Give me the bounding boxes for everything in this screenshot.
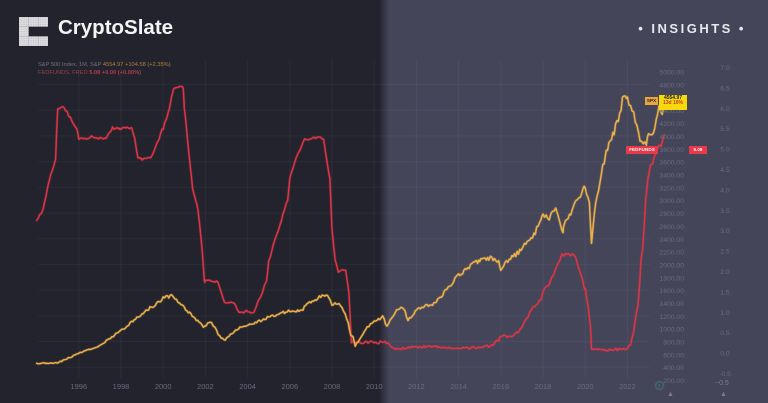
svg-text:1996: 1996: [70, 382, 87, 391]
svg-text:2200.00: 2200.00: [659, 250, 684, 257]
svg-text:7.0: 7.0: [720, 65, 730, 72]
svg-text:5.0: 5.0: [720, 147, 730, 154]
svg-text:800.00: 800.00: [663, 340, 684, 347]
svg-text:6.5: 6.5: [720, 85, 730, 92]
svg-text:3.5: 3.5: [720, 208, 730, 215]
svg-text:2012: 2012: [408, 382, 425, 391]
svg-text:1200.00: 1200.00: [659, 314, 684, 321]
svg-text:1000.00: 1000.00: [659, 327, 684, 334]
svg-text:1998: 1998: [113, 382, 130, 391]
svg-text:4200.00: 4200.00: [659, 121, 684, 128]
svg-text:2020: 2020: [577, 382, 594, 391]
svg-text:2014: 2014: [450, 382, 467, 391]
svg-text:2022: 2022: [619, 382, 636, 391]
svg-text:6.0: 6.0: [720, 106, 730, 113]
svg-text:2018: 2018: [535, 382, 552, 391]
svg-text:2400.00: 2400.00: [659, 237, 684, 244]
svg-text:1.5: 1.5: [720, 289, 730, 296]
svg-text:2006: 2006: [281, 382, 298, 391]
svg-text:1800.00: 1800.00: [659, 275, 684, 282]
svg-text:2010: 2010: [366, 382, 383, 391]
svg-text:1400.00: 1400.00: [659, 301, 684, 308]
svg-text:4000.00: 4000.00: [659, 134, 684, 141]
svg-text:2.0: 2.0: [720, 269, 730, 276]
svg-text:-0.5: -0.5: [719, 371, 731, 378]
svg-text:5000.00: 5000.00: [659, 70, 684, 77]
svg-text:2004: 2004: [239, 382, 256, 391]
svg-text:3800.00: 3800.00: [659, 147, 684, 154]
svg-text:3400.00: 3400.00: [659, 173, 684, 180]
svg-text:5.5: 5.5: [720, 126, 730, 133]
svg-text:400.00: 400.00: [663, 365, 684, 372]
svg-text:2002: 2002: [197, 382, 214, 391]
svg-text:2.5: 2.5: [720, 249, 730, 256]
svg-text:0.0: 0.0: [720, 351, 730, 358]
svg-text:3000.00: 3000.00: [659, 198, 684, 205]
svg-text:200.00: 200.00: [663, 378, 684, 385]
svg-text:4800.00: 4800.00: [659, 83, 684, 90]
svg-text:600.00: 600.00: [663, 352, 684, 359]
svg-text:3.0: 3.0: [720, 228, 730, 235]
svg-text:2000: 2000: [155, 382, 172, 391]
svg-text:4.5: 4.5: [720, 167, 730, 174]
svg-text:2008: 2008: [324, 382, 341, 391]
svg-text:2000.00: 2000.00: [659, 262, 684, 269]
svg-text:1600.00: 1600.00: [659, 288, 684, 295]
svg-text:0.5: 0.5: [720, 330, 730, 337]
svg-text:3200.00: 3200.00: [659, 185, 684, 192]
svg-text:2800.00: 2800.00: [659, 211, 684, 218]
svg-text:2600.00: 2600.00: [659, 224, 684, 231]
svg-text:3600.00: 3600.00: [659, 160, 684, 167]
svg-text:4.0: 4.0: [720, 187, 730, 194]
svg-text:1.0: 1.0: [720, 310, 730, 317]
svg-text:2016: 2016: [492, 382, 509, 391]
